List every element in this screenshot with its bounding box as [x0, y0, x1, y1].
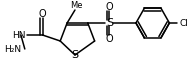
Text: Cl: Cl [179, 19, 188, 28]
Text: O: O [39, 9, 46, 19]
Text: HN: HN [12, 31, 26, 40]
Text: S: S [106, 18, 113, 28]
Text: O: O [106, 2, 113, 12]
Text: S: S [71, 50, 79, 60]
Text: H₂N: H₂N [4, 44, 21, 53]
Text: O: O [106, 34, 113, 44]
Text: Me: Me [70, 2, 82, 10]
